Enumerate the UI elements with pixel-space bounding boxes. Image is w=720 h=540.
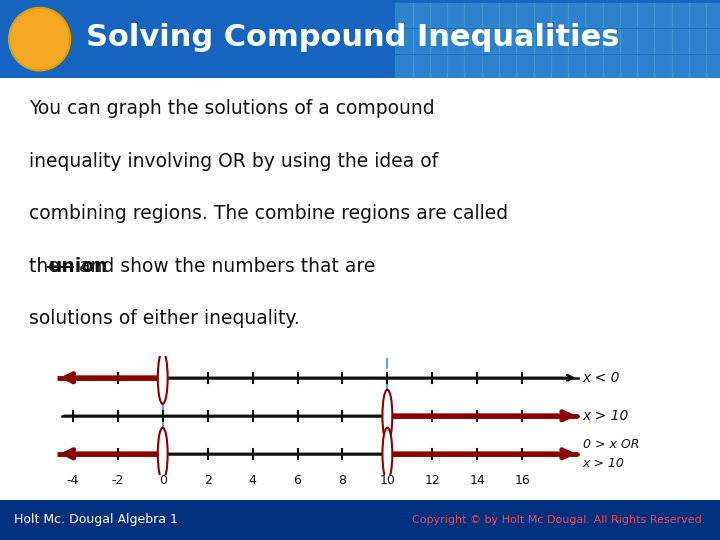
Text: the: the (29, 256, 66, 275)
FancyBboxPatch shape (447, 3, 464, 26)
FancyBboxPatch shape (689, 3, 706, 26)
FancyBboxPatch shape (534, 3, 551, 26)
Ellipse shape (9, 8, 71, 71)
FancyBboxPatch shape (430, 29, 447, 52)
Text: x > 10: x > 10 (582, 409, 629, 423)
Text: union: union (48, 256, 108, 275)
Text: solutions of either inequality.: solutions of either inequality. (29, 309, 300, 328)
FancyBboxPatch shape (603, 29, 620, 52)
Text: 4: 4 (248, 474, 256, 487)
FancyBboxPatch shape (585, 55, 603, 78)
Text: -4: -4 (67, 474, 79, 487)
FancyBboxPatch shape (395, 3, 413, 26)
Text: combining regions. The combine regions are called: combining regions. The combine regions a… (29, 204, 508, 223)
FancyBboxPatch shape (413, 55, 430, 78)
Text: 2: 2 (204, 474, 212, 487)
Text: x > 10: x > 10 (582, 457, 625, 470)
FancyBboxPatch shape (464, 55, 482, 78)
Text: -2: -2 (112, 474, 124, 487)
FancyBboxPatch shape (534, 29, 551, 52)
FancyBboxPatch shape (706, 55, 720, 78)
Text: inequality involving OR by using the idea of: inequality involving OR by using the ide… (29, 152, 438, 171)
FancyBboxPatch shape (534, 55, 551, 78)
FancyBboxPatch shape (430, 55, 447, 78)
FancyBboxPatch shape (689, 29, 706, 52)
FancyBboxPatch shape (516, 55, 534, 78)
FancyBboxPatch shape (447, 29, 464, 52)
Text: 16: 16 (514, 474, 530, 487)
FancyBboxPatch shape (654, 3, 672, 26)
FancyBboxPatch shape (585, 29, 603, 52)
FancyBboxPatch shape (482, 55, 499, 78)
FancyBboxPatch shape (395, 29, 413, 52)
FancyBboxPatch shape (672, 3, 689, 26)
FancyBboxPatch shape (620, 3, 637, 26)
FancyBboxPatch shape (706, 29, 720, 52)
FancyBboxPatch shape (499, 29, 516, 52)
FancyBboxPatch shape (516, 3, 534, 26)
FancyBboxPatch shape (568, 3, 585, 26)
Text: 12: 12 (424, 474, 440, 487)
FancyBboxPatch shape (499, 55, 516, 78)
FancyBboxPatch shape (413, 3, 430, 26)
Text: Holt Mc. Dougal Algebra 1: Holt Mc. Dougal Algebra 1 (14, 513, 179, 526)
Text: Copyright © by Holt Mc Dougal. All Rights Reserved.: Copyright © by Holt Mc Dougal. All Right… (413, 515, 706, 525)
Text: Solving Compound Inequalities: Solving Compound Inequalities (86, 23, 620, 52)
FancyBboxPatch shape (568, 29, 585, 52)
FancyBboxPatch shape (482, 29, 499, 52)
FancyBboxPatch shape (654, 29, 672, 52)
Text: and show the numbers that are: and show the numbers that are (73, 256, 375, 275)
FancyBboxPatch shape (585, 3, 603, 26)
FancyBboxPatch shape (413, 29, 430, 52)
Text: x < 0: x < 0 (582, 371, 621, 385)
FancyBboxPatch shape (516, 29, 534, 52)
FancyBboxPatch shape (551, 55, 568, 78)
FancyBboxPatch shape (551, 3, 568, 26)
FancyBboxPatch shape (447, 55, 464, 78)
FancyBboxPatch shape (551, 29, 568, 52)
Text: 10: 10 (379, 474, 395, 487)
Circle shape (158, 352, 168, 404)
FancyBboxPatch shape (395, 55, 413, 78)
FancyBboxPatch shape (430, 3, 447, 26)
Text: 14: 14 (469, 474, 485, 487)
FancyBboxPatch shape (689, 55, 706, 78)
FancyBboxPatch shape (603, 55, 620, 78)
FancyBboxPatch shape (637, 55, 654, 78)
FancyBboxPatch shape (0, 500, 720, 540)
FancyBboxPatch shape (464, 3, 482, 26)
FancyBboxPatch shape (672, 29, 689, 52)
FancyBboxPatch shape (464, 29, 482, 52)
FancyBboxPatch shape (637, 29, 654, 52)
FancyBboxPatch shape (568, 55, 585, 78)
FancyBboxPatch shape (620, 55, 637, 78)
Circle shape (382, 390, 392, 442)
FancyBboxPatch shape (482, 3, 499, 26)
Text: You can graph the solutions of a compound: You can graph the solutions of a compoun… (29, 99, 434, 118)
FancyBboxPatch shape (654, 55, 672, 78)
FancyBboxPatch shape (706, 3, 720, 26)
FancyBboxPatch shape (0, 0, 720, 78)
Circle shape (382, 428, 392, 480)
Circle shape (158, 428, 168, 480)
Text: 0 > x OR: 0 > x OR (582, 438, 639, 451)
FancyBboxPatch shape (637, 3, 654, 26)
FancyBboxPatch shape (620, 29, 637, 52)
FancyBboxPatch shape (603, 3, 620, 26)
FancyBboxPatch shape (672, 55, 689, 78)
FancyBboxPatch shape (499, 3, 516, 26)
Text: 6: 6 (294, 474, 302, 487)
Text: 8: 8 (338, 474, 346, 487)
Text: 0: 0 (158, 474, 167, 487)
